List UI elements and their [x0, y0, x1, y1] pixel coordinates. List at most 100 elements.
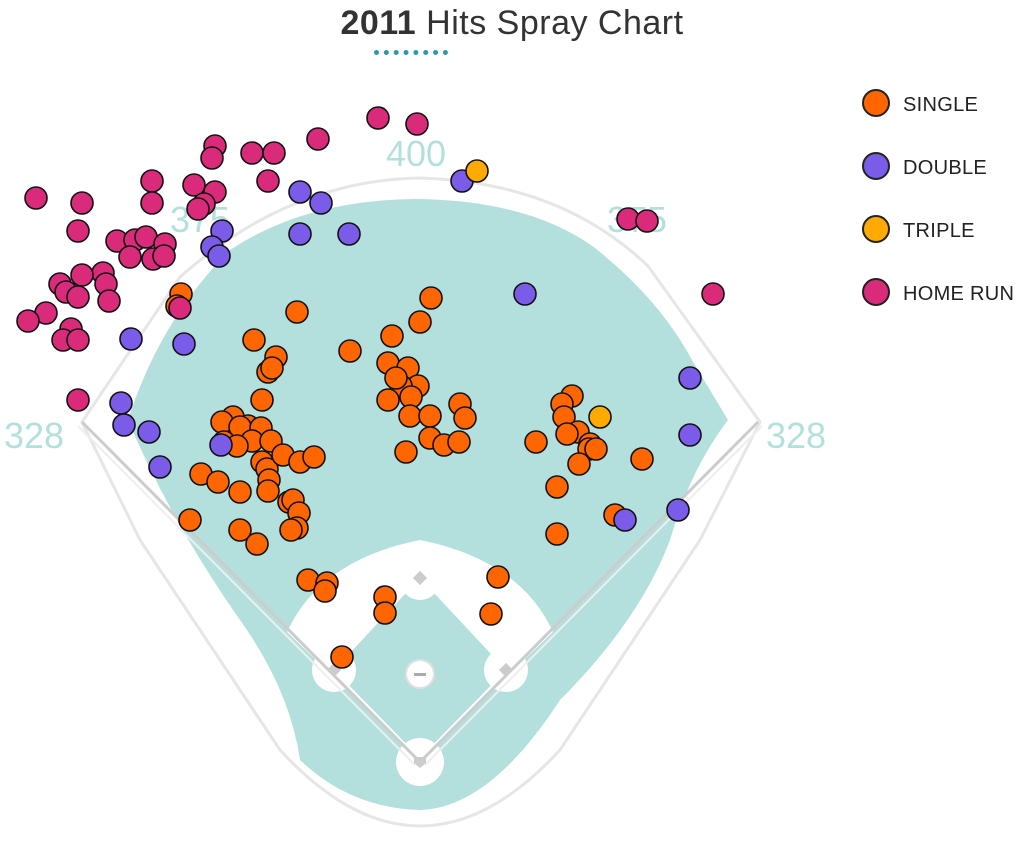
home-plate: [414, 757, 426, 768]
legend-swatch-single: [862, 89, 890, 117]
hit-marker-home-run[interactable]: [168, 296, 192, 320]
hit-marker-double[interactable]: [288, 180, 312, 204]
hit-marker-single[interactable]: [486, 565, 510, 589]
hit-marker-single[interactable]: [398, 404, 422, 428]
hit-marker-home-run[interactable]: [186, 197, 210, 221]
hit-marker-single[interactable]: [302, 445, 326, 469]
hit-marker-single[interactable]: [567, 452, 591, 476]
legend-swatch-double: [862, 152, 890, 180]
hit-marker-double[interactable]: [337, 222, 361, 246]
legend-label-double: DOUBLE: [903, 157, 988, 179]
chart-title: 2011 Hits Spray Chart: [0, 4, 1024, 43]
hit-marker-single[interactable]: [384, 366, 408, 390]
hit-marker-double[interactable]: [666, 498, 690, 522]
hit-marker-double[interactable]: [209, 433, 233, 457]
hit-marker-single[interactable]: [545, 522, 569, 546]
distance-label-2: 400: [386, 133, 446, 174]
hit-marker-double[interactable]: [513, 282, 537, 306]
pitchers-rubber: [414, 673, 426, 676]
hit-marker-home-run[interactable]: [66, 285, 90, 309]
hit-marker-home-run[interactable]: [118, 245, 142, 269]
hit-marker-home-run[interactable]: [701, 282, 725, 306]
hit-marker-single[interactable]: [545, 475, 569, 499]
hit-marker-single[interactable]: [206, 470, 230, 494]
hit-marker-triple[interactable]: [465, 159, 489, 183]
hit-marker-single[interactable]: [250, 388, 274, 412]
hit-marker-single[interactable]: [584, 437, 608, 461]
hit-marker-double[interactable]: [137, 420, 161, 444]
hit-marker-single[interactable]: [453, 406, 477, 430]
left-foul-shadow: [77, 425, 416, 766]
legend-label-single: SINGLE: [903, 94, 979, 116]
hit-marker-home-run[interactable]: [66, 219, 90, 243]
hit-marker-single[interactable]: [338, 339, 362, 363]
hit-marker-single[interactable]: [313, 579, 337, 603]
hit-marker-home-run[interactable]: [140, 169, 164, 193]
hit-marker-single[interactable]: [479, 602, 503, 626]
hit-marker-single[interactable]: [256, 479, 280, 503]
hit-marker-double[interactable]: [109, 391, 133, 415]
title-text: Hits Spray Chart: [426, 4, 684, 42]
hit-marker-double[interactable]: [309, 191, 333, 215]
hit-marker-single[interactable]: [260, 356, 284, 380]
hit-marker-single[interactable]: [418, 404, 442, 428]
hit-marker-single[interactable]: [242, 328, 266, 352]
hit-marker-home-run[interactable]: [256, 169, 280, 193]
hit-marker-home-run[interactable]: [66, 328, 90, 352]
hit-marker-double[interactable]: [119, 327, 143, 351]
hit-marker-single[interactable]: [228, 480, 252, 504]
hit-marker-triple[interactable]: [588, 405, 612, 429]
hit-marker-double[interactable]: [678, 366, 702, 390]
legend-label-triple: TRIPLE: [903, 220, 975, 242]
hit-marker-double[interactable]: [207, 244, 231, 268]
hit-marker-double[interactable]: [288, 222, 312, 246]
first-base: [498, 662, 514, 678]
left-foul-line: [80, 420, 422, 764]
hit-marker-home-run[interactable]: [262, 141, 286, 165]
hit-marker-single[interactable]: [373, 601, 397, 625]
hit-marker-single[interactable]: [380, 324, 404, 348]
hit-marker-single[interactable]: [630, 447, 654, 471]
legend-label-home-run: HOME RUN: [903, 283, 1015, 305]
hit-marker-single[interactable]: [285, 300, 309, 324]
hit-marker-single[interactable]: [279, 518, 303, 542]
hit-marker-home-run[interactable]: [306, 127, 330, 151]
hit-marker-home-run[interactable]: [70, 263, 94, 287]
hit-marker-double[interactable]: [678, 423, 702, 447]
hit-marker-home-run[interactable]: [405, 112, 429, 136]
distance-label-4: 328: [766, 415, 826, 456]
hit-marker-single[interactable]: [419, 286, 443, 310]
hit-marker-home-run[interactable]: [182, 173, 206, 197]
hit-markers: [16, 106, 725, 669]
legend-swatch-triple: [862, 215, 890, 243]
hit-marker-single[interactable]: [330, 645, 354, 669]
hit-marker-single[interactable]: [245, 532, 269, 556]
right-foul-shadow: [424, 425, 763, 766]
hit-marker-home-run[interactable]: [240, 141, 264, 165]
hit-marker-single[interactable]: [178, 508, 202, 532]
hit-marker-home-run[interactable]: [366, 106, 390, 130]
hit-marker-home-run[interactable]: [635, 209, 659, 233]
hit-marker-home-run[interactable]: [140, 191, 164, 215]
hit-marker-home-run[interactable]: [200, 146, 224, 170]
hit-marker-single[interactable]: [524, 430, 548, 454]
hit-marker-double[interactable]: [112, 413, 136, 437]
hit-marker-double[interactable]: [613, 508, 637, 532]
title-year: 2011: [340, 4, 417, 42]
hit-marker-single[interactable]: [555, 422, 579, 446]
title-underline: [374, 50, 448, 55]
hit-marker-double[interactable]: [148, 455, 172, 479]
hit-marker-home-run[interactable]: [66, 388, 90, 412]
hit-marker-double[interactable]: [172, 332, 196, 356]
hit-marker-home-run[interactable]: [70, 191, 94, 215]
hit-marker-single[interactable]: [408, 310, 432, 334]
hit-marker-single[interactable]: [376, 388, 400, 412]
hit-marker-home-run[interactable]: [152, 244, 176, 268]
hit-marker-home-run[interactable]: [16, 309, 40, 333]
hit-marker-home-run[interactable]: [97, 289, 121, 313]
hit-marker-single[interactable]: [228, 518, 252, 542]
hit-marker-single[interactable]: [394, 440, 418, 464]
hit-marker-home-run[interactable]: [24, 186, 48, 210]
hit-marker-single[interactable]: [447, 430, 471, 454]
